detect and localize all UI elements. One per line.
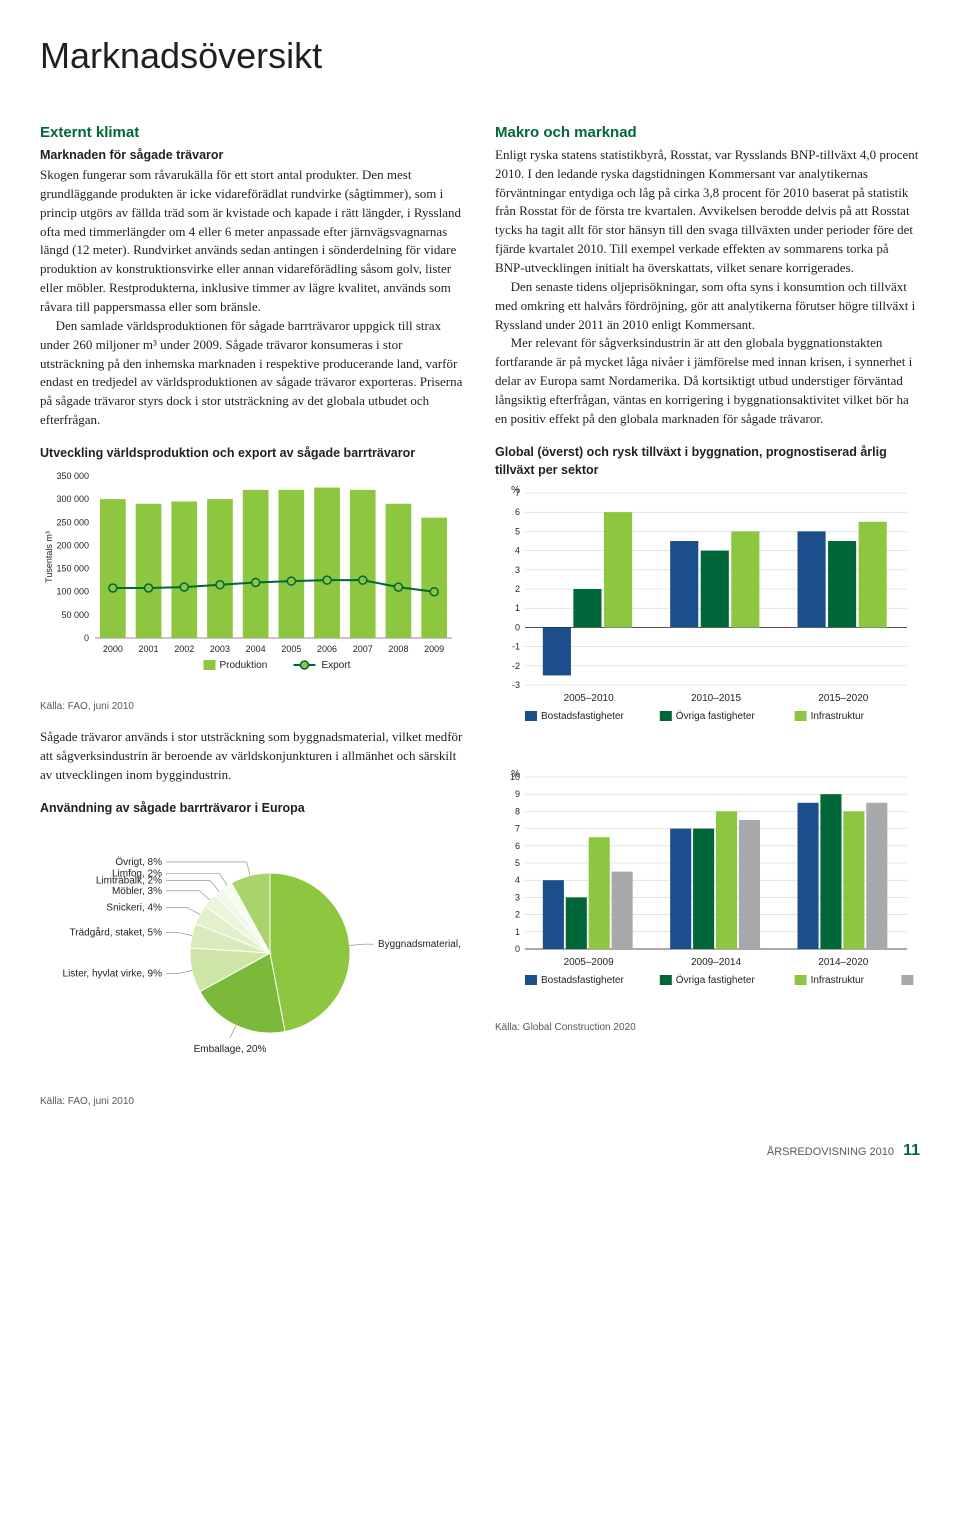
svg-text:5: 5 bbox=[515, 526, 520, 536]
svg-text:Bostadsfastigheter: Bostadsfastigheter bbox=[541, 711, 624, 722]
svg-text:2009: 2009 bbox=[424, 644, 444, 654]
svg-text:Bostadsfastigheter: Bostadsfastigheter bbox=[541, 975, 624, 986]
svg-text:2: 2 bbox=[515, 584, 520, 594]
svg-text:%: % bbox=[511, 769, 520, 780]
svg-text:Byggnadsmaterial, 47%: Byggnadsmaterial, 47% bbox=[378, 939, 460, 950]
svg-text:2014–2020: 2014–2020 bbox=[818, 957, 868, 968]
svg-text:-2: -2 bbox=[512, 661, 520, 671]
svg-text:2009–2014: 2009–2014 bbox=[691, 957, 741, 968]
svg-text:300 000: 300 000 bbox=[56, 494, 89, 504]
svg-text:Övriga fastigheter: Övriga fastigheter bbox=[676, 710, 756, 722]
left-column: Externt klimat Marknaden för sågade träv… bbox=[40, 122, 465, 1109]
svg-text:150 000: 150 000 bbox=[56, 564, 89, 574]
svg-text:Trädgård, staket, 5%: Trädgård, staket, 5% bbox=[70, 926, 163, 938]
chart2-title: Global (överst) och rysk tillväxt i bygg… bbox=[495, 443, 920, 479]
svg-text:2004: 2004 bbox=[246, 644, 266, 654]
chart1-source: Källa: FAO, juni 2010 bbox=[40, 700, 465, 715]
svg-text:1: 1 bbox=[515, 603, 520, 613]
svg-text:Emballage, 20%: Emballage, 20% bbox=[194, 1044, 267, 1055]
svg-text:3: 3 bbox=[515, 892, 520, 902]
right-p1: Enligt ryska statens statistikbyrå, Ross… bbox=[495, 146, 920, 278]
svg-text:2007: 2007 bbox=[353, 644, 373, 654]
chart3: 012345678910%2005–20092009–20142014–2020… bbox=[495, 769, 920, 1015]
right-column: Makro och marknad Enligt ryska statens s… bbox=[495, 122, 920, 1109]
svg-text:8: 8 bbox=[515, 806, 520, 816]
footer-label: ÅRSREDOVISNING 2010 bbox=[767, 1146, 894, 1158]
svg-text:Export: Export bbox=[322, 660, 351, 671]
right-p3: Mer relevant för sågverksindustrin är at… bbox=[495, 334, 920, 428]
svg-text:2003: 2003 bbox=[210, 644, 230, 654]
page-title: Marknadsöversikt bbox=[40, 30, 920, 82]
svg-text:%: % bbox=[511, 485, 520, 496]
right-p2: Den senaste tidens oljeprisökningar, som… bbox=[495, 278, 920, 335]
svg-text:Limfog, 2%: Limfog, 2% bbox=[112, 869, 162, 880]
svg-text:0: 0 bbox=[515, 622, 520, 632]
svg-text:100 000: 100 000 bbox=[56, 587, 89, 597]
svg-text:250 000: 250 000 bbox=[56, 517, 89, 527]
footer-pageno: 11 bbox=[903, 1142, 920, 1159]
svg-text:Infrastruktur: Infrastruktur bbox=[811, 975, 865, 986]
svg-text:Produktion: Produktion bbox=[220, 660, 268, 671]
left-p2: Den samlade världsproduktionen för sågad… bbox=[40, 317, 465, 430]
svg-text:Övriga fastigheter: Övriga fastigheter bbox=[676, 974, 756, 986]
svg-text:50 000: 50 000 bbox=[61, 610, 89, 620]
svg-text:Infrastruktur: Infrastruktur bbox=[811, 711, 865, 722]
chart1: 0 50 000 100 000 150 000 200 000 250 000 300 0… bbox=[40, 468, 465, 694]
svg-text:2015–2020: 2015–2020 bbox=[818, 693, 868, 704]
svg-text:2000: 2000 bbox=[103, 644, 123, 654]
svg-text:200 000: 200 000 bbox=[56, 540, 89, 550]
svg-text:Tusentals m³: Tusentals m³ bbox=[44, 531, 54, 583]
svg-text:2008: 2008 bbox=[388, 644, 408, 654]
svg-text:2005: 2005 bbox=[281, 644, 301, 654]
svg-text:2005–2009: 2005–2009 bbox=[564, 957, 614, 968]
svg-text:6: 6 bbox=[515, 507, 520, 517]
pie-title: Användning av sågade barrträvaror i Euro… bbox=[40, 799, 465, 817]
left-p1: Skogen fungerar som råvarukälla för ett … bbox=[40, 166, 465, 317]
pie-chart: Byggnadsmaterial, 47% Emballage, 20% Liste… bbox=[40, 823, 465, 1089]
svg-text:9: 9 bbox=[515, 789, 520, 799]
svg-text:-1: -1 bbox=[512, 641, 520, 651]
svg-text:0: 0 bbox=[84, 633, 89, 643]
svg-text:Lister, hyvlat virke, 9%: Lister, hyvlat virke, 9% bbox=[63, 969, 163, 980]
svg-text:2001: 2001 bbox=[139, 644, 159, 654]
svg-text:2006: 2006 bbox=[317, 644, 337, 654]
svg-text:6: 6 bbox=[515, 840, 520, 850]
left-heading: Externt klimat bbox=[40, 122, 465, 144]
intro-columns: Externt klimat Marknaden för sågade träv… bbox=[40, 122, 920, 1109]
svg-text:Snickeri, 4%: Snickeri, 4% bbox=[106, 903, 162, 914]
left-subheading: Marknaden för sågade trävaror bbox=[40, 146, 465, 164]
pie-source: Källa: FAO, juni 2010 bbox=[40, 1095, 465, 1110]
svg-text:4: 4 bbox=[515, 545, 520, 555]
svg-text:5: 5 bbox=[515, 858, 520, 868]
svg-text:7: 7 bbox=[515, 823, 520, 833]
svg-text:2005–2010: 2005–2010 bbox=[564, 693, 614, 704]
chart3-source: Källa: Global Construction 2020 bbox=[495, 1021, 920, 1036]
svg-text:350 000: 350 000 bbox=[56, 471, 89, 481]
svg-text:Övrigt, 8%: Övrigt, 8% bbox=[115, 856, 162, 868]
chart2: -3-2-101234567%2005–20102010–20152015–20… bbox=[495, 485, 920, 751]
svg-text:2002: 2002 bbox=[174, 644, 194, 654]
chart1-title: Utveckling världsproduktion och export a… bbox=[40, 444, 465, 462]
svg-text:Möbler, 3%: Möbler, 3% bbox=[112, 886, 162, 897]
svg-text:2010–2015: 2010–2015 bbox=[691, 693, 741, 704]
svg-text:-3: -3 bbox=[512, 680, 520, 690]
svg-text:2: 2 bbox=[515, 909, 520, 919]
left-p3: Sågade trävaror används i stor utsträckn… bbox=[40, 728, 465, 785]
svg-text:4: 4 bbox=[515, 875, 520, 885]
right-heading: Makro och marknad bbox=[495, 122, 920, 144]
svg-text:1: 1 bbox=[515, 926, 520, 936]
svg-text:0: 0 bbox=[515, 944, 520, 954]
svg-text:3: 3 bbox=[515, 565, 520, 575]
page-footer: ÅRSREDOVISNING 2010 11 bbox=[40, 1139, 920, 1162]
